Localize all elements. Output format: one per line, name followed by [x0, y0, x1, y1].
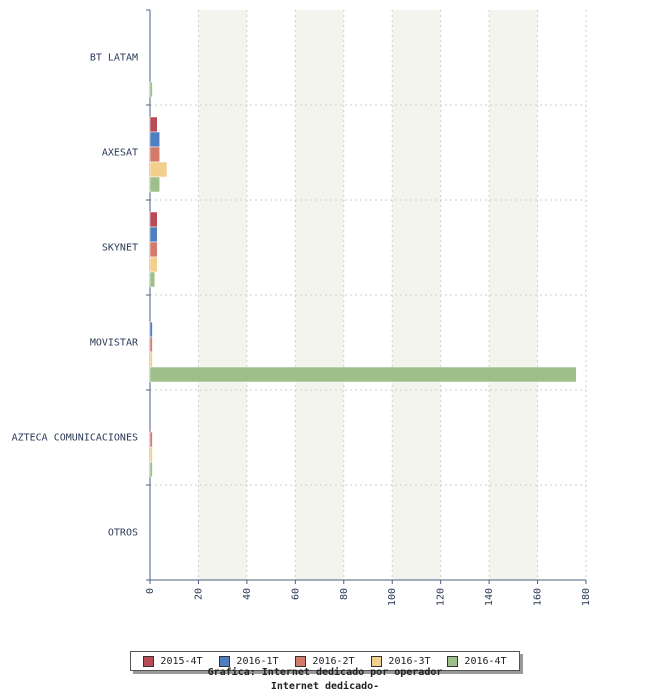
x-tick-label: 40 — [242, 588, 253, 600]
x-tick-label: 120 — [436, 588, 447, 606]
x-tick-label: 0 — [145, 588, 156, 594]
legend-swatch — [447, 655, 459, 667]
legend-label: 2016-3T — [388, 655, 431, 667]
category-label: BT LATAM — [90, 53, 138, 64]
category-label: MOVISTAR — [90, 338, 139, 349]
x-axis-ticks: 0 20 40 60 80 100 120 140 160 180 — [145, 580, 592, 606]
bar-2015-4T-skynet — [149, 211, 158, 228]
legend-item: 2016-2T — [295, 655, 355, 667]
bar-2016-4T-azteca-comunicaciones — [149, 461, 153, 478]
x-tick-label: 60 — [290, 588, 301, 600]
x-tick-label: 80 — [339, 588, 350, 600]
legend-label: 2015-4T — [160, 655, 203, 667]
grid-lines — [150, 10, 587, 580]
legend-label: 2016-4T — [464, 655, 507, 667]
bar-2016-1T-skynet — [149, 226, 158, 243]
bar-2016-3T-azteca-comunicaciones — [149, 446, 153, 463]
category-label: SKYNET — [102, 243, 138, 254]
legend-label: 2016-2T — [312, 655, 355, 667]
axes — [146, 9, 586, 581]
bar-2016-2T-skynet — [149, 241, 158, 258]
category-label: OTROS — [108, 528, 138, 539]
legend-item: 2016-3T — [371, 655, 431, 667]
legend-swatch — [143, 655, 155, 667]
legend-label: 2016-1T — [236, 655, 279, 667]
legend-swatch — [371, 655, 383, 667]
bar-2015-4T-axesat — [149, 116, 158, 133]
bars — [149, 81, 577, 478]
legend-item: 2015-4T — [143, 655, 203, 667]
bar-2016-2T-axesat — [149, 146, 160, 163]
chart-caption-1: Grafica: Internet dedicado por operador — [207, 667, 443, 678]
category-label: AXESAT — [102, 148, 138, 159]
bar-2016-3T-movistar — [149, 351, 153, 368]
bar-2016-3T-axesat — [149, 161, 168, 178]
x-tick-label: 20 — [193, 588, 204, 600]
bar-2016-2T-azteca-comunicaciones — [149, 431, 153, 448]
x-tick-label: 180 — [581, 588, 592, 606]
bar-2016-1T-movistar — [149, 321, 153, 338]
bar-2016-1T-axesat — [149, 131, 160, 148]
category-labels: BT LATAM AXESAT SKYNET MOVISTAR AZTECA COMUN… — [12, 53, 139, 539]
x-tick-label: 160 — [533, 588, 544, 606]
x-tick-label: 140 — [484, 588, 495, 606]
bar-2016-4T-axesat — [149, 176, 160, 193]
bar-2016-4T-bt-latam — [149, 81, 153, 98]
chart-caption-2: Internet dedicado- — [270, 681, 380, 692]
bar-2016-2T-movistar — [149, 336, 153, 353]
bar-2016-3T-skynet — [149, 256, 158, 273]
legend-swatch — [295, 655, 307, 667]
legend-swatch — [219, 655, 231, 667]
grid-band — [489, 10, 538, 580]
legend: 2015-4T 2016-1T 2016-2T 2016-3T 2016-4T — [130, 651, 520, 671]
category-label: AZTECA COMUNICACIONES — [12, 433, 138, 444]
legend-item: 2016-1T — [219, 655, 279, 667]
x-tick-label: 100 — [387, 588, 398, 606]
bar-2016-4T-skynet — [149, 271, 156, 288]
bar-2016-4T-movistar — [149, 366, 577, 383]
legend-item: 2016-4T — [447, 655, 507, 667]
